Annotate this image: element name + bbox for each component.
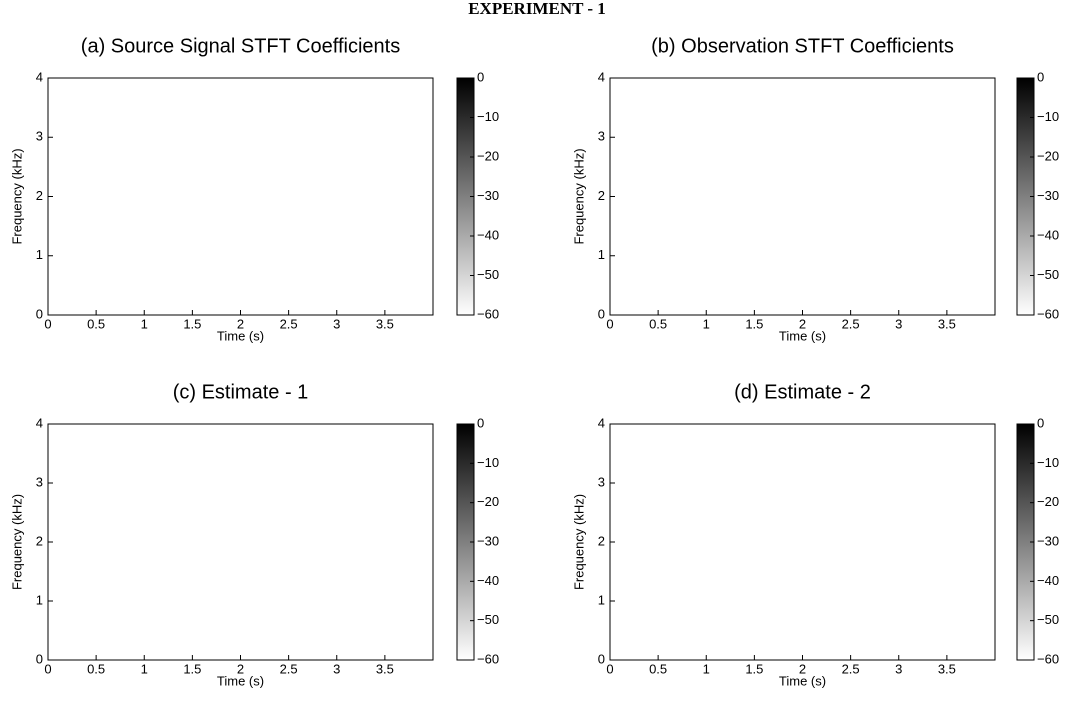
colorbar-tick-label: −50	[477, 612, 499, 627]
y-tick-label: 0	[598, 306, 605, 321]
x-tick-label: 2	[237, 316, 244, 331]
x-tick-label: 2	[799, 316, 806, 331]
x-tick-label: 1.5	[745, 316, 763, 331]
y-tick-label: 1	[598, 592, 605, 607]
y-tick-label: 1	[36, 592, 43, 607]
x-tick-label: 3.5	[938, 661, 956, 676]
panel-title: (b) Observation STFT Coefficients	[651, 35, 954, 57]
plot-area	[47, 77, 434, 316]
x-tick-label: 0	[44, 661, 51, 676]
y-tick-label: 1	[36, 247, 43, 262]
x-tick-label: 3	[333, 316, 340, 331]
colorbar-tick-label: −30	[477, 533, 499, 548]
figure-title: EXPERIMENT - 1	[468, 0, 606, 18]
colorbar-tick-label: −10	[477, 455, 499, 470]
x-tick-label: 1.5	[183, 316, 201, 331]
y-tick-label: 0	[36, 306, 43, 321]
x-axis-label: Time (s)	[217, 673, 264, 688]
x-tick-label: 1	[141, 316, 148, 331]
x-tick-label: 3	[333, 661, 340, 676]
x-tick-label: 2.5	[280, 661, 298, 676]
x-tick-label: 0.5	[87, 316, 105, 331]
panel-title: (c) Estimate - 1	[173, 381, 309, 403]
x-tick-label: 1.5	[183, 661, 201, 676]
x-tick-label: 3	[895, 316, 902, 331]
y-tick-label: 2	[598, 188, 605, 203]
y-tick-label: 3	[598, 474, 605, 489]
y-tick-label: 0	[36, 651, 43, 666]
colorbar-tick-label: −50	[477, 267, 499, 282]
y-tick-label: 3	[36, 474, 43, 489]
y-tick-label: 4	[598, 69, 605, 84]
y-axis-label: Frequency (kHz)	[9, 148, 24, 244]
colorbar-tick-label: −10	[1037, 455, 1059, 470]
plot-area	[47, 423, 434, 661]
colorbar-tick-label: −20	[477, 494, 499, 509]
x-tick-label: 3	[895, 661, 902, 676]
plot-area	[609, 77, 996, 316]
x-tick-label: 1	[703, 316, 710, 331]
x-tick-label: 3.5	[376, 661, 394, 676]
y-tick-label: 3	[36, 129, 43, 144]
y-tick-label: 2	[36, 533, 43, 548]
colorbar-tick-label: 0	[1037, 415, 1044, 430]
y-tick-label: 1	[598, 247, 605, 262]
panel-title: (d) Estimate - 2	[734, 381, 871, 403]
x-tick-label: 0.5	[649, 316, 667, 331]
colorbar-tick-label: −10	[1037, 109, 1059, 124]
y-axis-label: Frequency (kHz)	[571, 148, 586, 244]
x-tick-label: 3.5	[376, 316, 394, 331]
colorbar-tick-label: −40	[1037, 573, 1059, 588]
x-tick-label: 2.5	[280, 316, 298, 331]
colorbar-tick-label: −20	[1037, 148, 1059, 163]
y-axis-label: Frequency (kHz)	[9, 494, 24, 590]
colorbar-tick-label: −60	[477, 306, 499, 321]
y-axis-label: Frequency (kHz)	[571, 494, 586, 590]
colorbar-tick-label: −30	[1037, 188, 1059, 203]
x-tick-label: 2	[799, 661, 806, 676]
x-tick-label: 2.5	[842, 661, 860, 676]
x-tick-label: 2	[237, 661, 244, 676]
colorbar-tick-label: −30	[1037, 533, 1059, 548]
colorbar-tick-label: −40	[477, 227, 499, 242]
colorbar-tick-label: −30	[477, 188, 499, 203]
colorbar-tick-label: −20	[477, 148, 499, 163]
colorbar-tick-label: 0	[477, 69, 484, 84]
y-tick-label: 2	[598, 533, 605, 548]
colorbar-tick-label: 0	[1037, 69, 1044, 84]
colorbar-tick-label: −60	[1037, 306, 1059, 321]
panel-title: (a) Source Signal STFT Coefficients	[81, 35, 400, 57]
y-tick-label: 0	[598, 651, 605, 666]
x-axis-label: Time (s)	[779, 673, 826, 688]
plot-area	[609, 423, 996, 661]
x-tick-label: 1.5	[745, 661, 763, 676]
y-tick-label: 3	[598, 129, 605, 144]
x-tick-label: 0.5	[87, 661, 105, 676]
colorbar-tick-label: −40	[477, 573, 499, 588]
colorbar-tick-label: −40	[1037, 227, 1059, 242]
x-tick-label: 1	[141, 661, 148, 676]
y-tick-label: 4	[36, 69, 43, 84]
x-axis-label: Time (s)	[217, 328, 264, 343]
colorbar-tick-label: −20	[1037, 494, 1059, 509]
x-tick-label: 2.5	[842, 316, 860, 331]
colorbar-tick-label: −50	[1037, 612, 1059, 627]
y-tick-label: 4	[36, 415, 43, 430]
x-tick-label: 0.5	[649, 661, 667, 676]
x-tick-label: 1	[703, 661, 710, 676]
colorbar-tick-label: −50	[1037, 267, 1059, 282]
y-tick-label: 2	[36, 188, 43, 203]
x-axis-label: Time (s)	[779, 328, 826, 343]
x-tick-label: 0	[606, 661, 613, 676]
x-tick-label: 0	[606, 316, 613, 331]
x-tick-label: 0	[44, 316, 51, 331]
colorbar-tick-label: −10	[477, 109, 499, 124]
colorbar-tick-label: −60	[1037, 651, 1059, 666]
colorbar-tick-label: −60	[477, 651, 499, 666]
y-tick-label: 4	[598, 415, 605, 430]
x-tick-label: 3.5	[938, 316, 956, 331]
colorbar-tick-label: 0	[477, 415, 484, 430]
